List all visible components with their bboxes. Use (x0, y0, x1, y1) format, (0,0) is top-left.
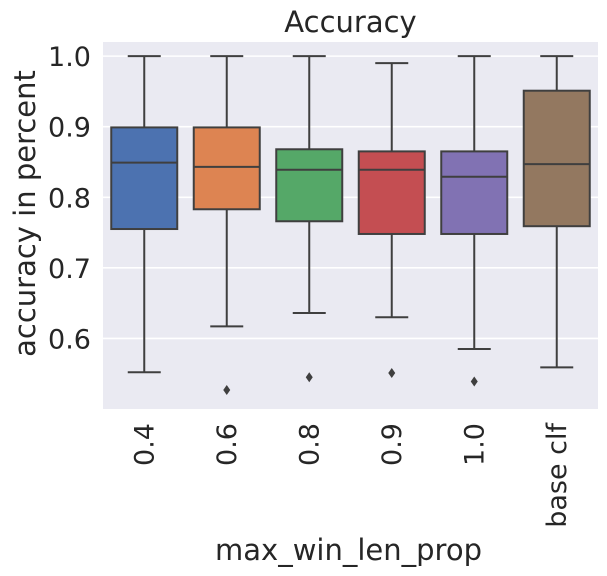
x-tick-label: 0.6 (212, 423, 243, 466)
box-group (440, 55, 509, 387)
y-tick-label: 0.7 (48, 254, 91, 285)
x-tick-label: 0.4 (129, 423, 160, 466)
box-group (192, 55, 261, 395)
y-tick-label: 0.6 (48, 324, 91, 355)
outlier-point (305, 372, 313, 383)
outlier-point (470, 376, 478, 387)
y-axis-title: accuracy in percent (8, 70, 42, 357)
box-iqr (357, 150, 426, 235)
plot-area (103, 42, 598, 409)
box-group (110, 55, 179, 374)
box-iqr (110, 126, 179, 231)
y-tick-label: 0.9 (48, 113, 91, 144)
x-tick-label: 1.0 (459, 423, 490, 466)
box-iqr (275, 148, 344, 223)
box-iqr (522, 89, 591, 228)
box-iqr (192, 126, 261, 211)
grid-lines (103, 55, 598, 340)
y-tick-label: 1.0 (48, 42, 91, 73)
x-tick-labels: 0.4 0.6 0.8 0.9 1.0 base clf (129, 422, 573, 528)
boxes-group (110, 55, 591, 395)
box-group (275, 55, 344, 383)
x-tick-label: 0.9 (377, 423, 408, 466)
box-group (357, 62, 426, 379)
x-tick-label: base clf (542, 422, 573, 528)
box-iqr (440, 150, 509, 235)
outlier-point (388, 368, 396, 379)
y-tick-label: 0.8 (48, 183, 91, 214)
box-group (522, 55, 591, 369)
chart-title: Accuracy (284, 5, 416, 39)
x-tick-label: 0.8 (294, 423, 325, 466)
x-axis-title: max_win_len_prop (215, 533, 482, 567)
outlier-point (223, 384, 231, 395)
y-tick-labels: 0.6 0.7 0.8 0.9 1.0 (48, 42, 91, 355)
